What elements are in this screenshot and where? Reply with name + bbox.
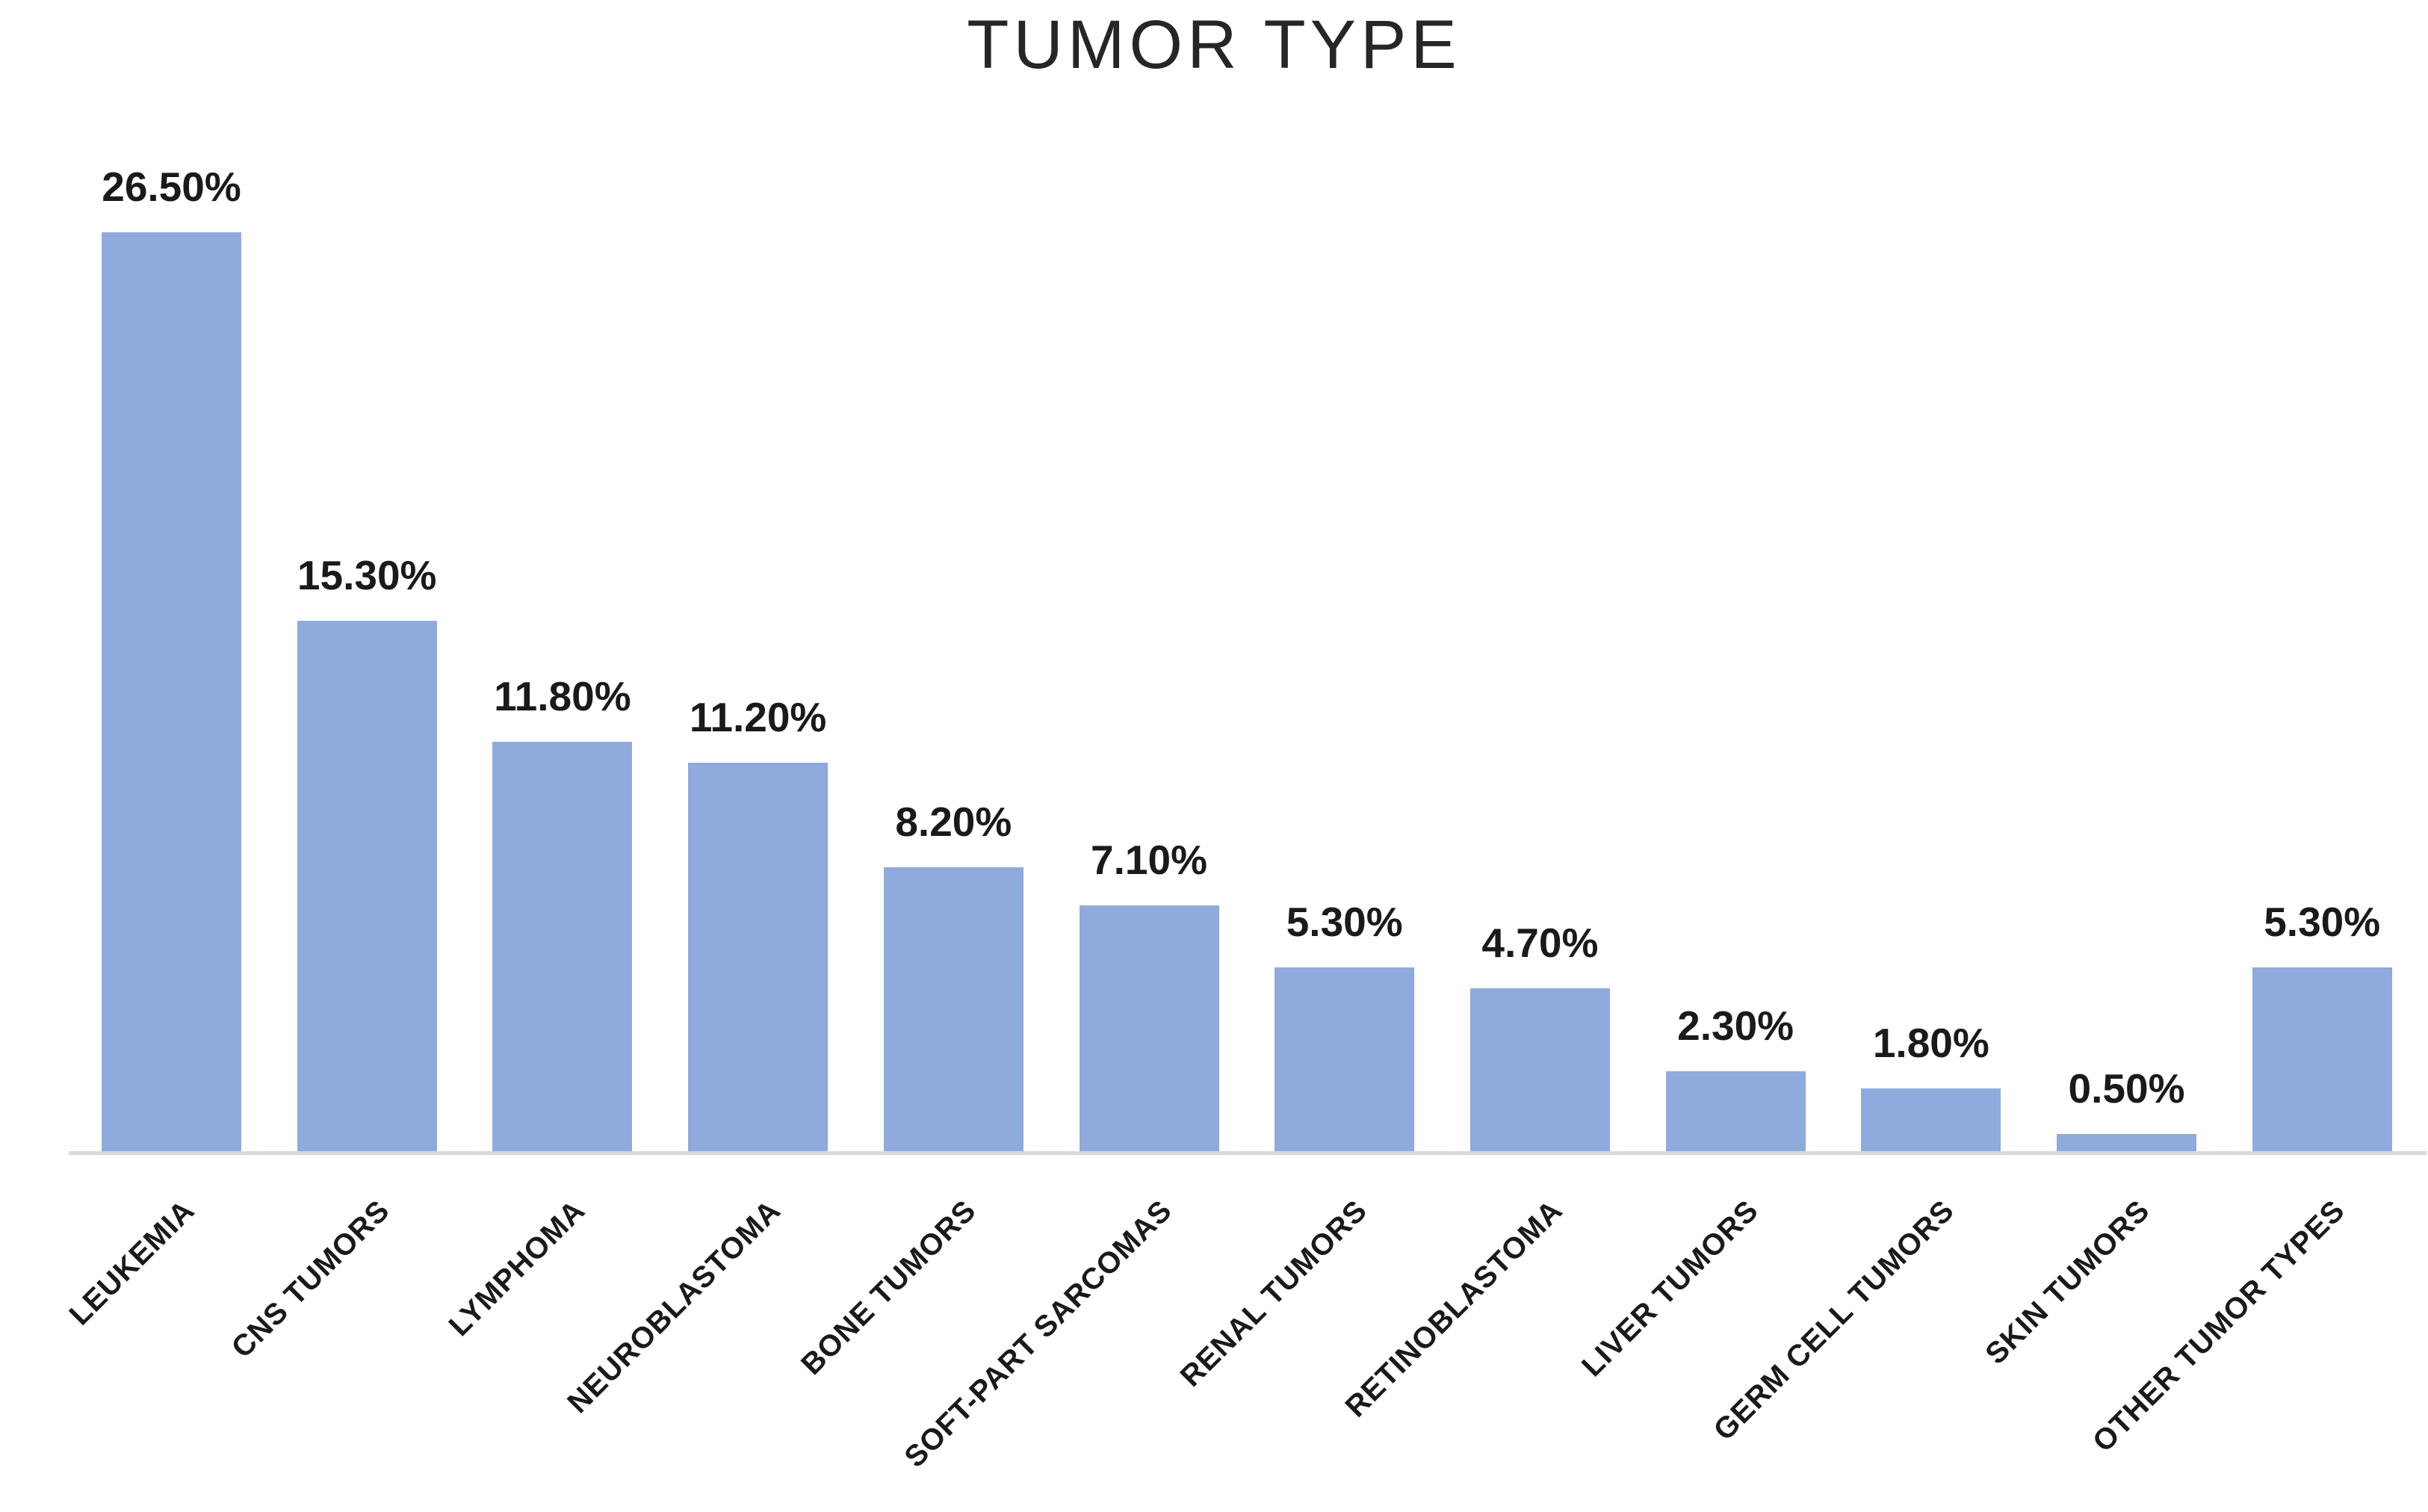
bar [2252, 967, 2392, 1151]
data-label: 11.20% [689, 694, 827, 741]
category-label: SKIN TUMORS [1978, 1194, 2156, 1371]
data-label: 1.80% [1872, 1020, 1989, 1067]
data-label: 8.20% [895, 798, 1012, 845]
data-label: 2.30% [1677, 1003, 1794, 1050]
chart-title: TUMOR TYPE [967, 7, 1461, 83]
bar [688, 763, 829, 1151]
bar [2057, 1133, 2196, 1151]
bar [1079, 905, 1219, 1151]
data-label: 0.50% [2068, 1065, 2185, 1112]
data-label: 4.70% [1481, 919, 1599, 966]
category-label: BONE TUMORS [795, 1194, 983, 1382]
bar [1665, 1071, 1806, 1151]
data-label: 5.30% [1286, 899, 1403, 946]
category-label: RETINOBLASTOMA [1339, 1194, 1570, 1424]
bar [492, 742, 633, 1151]
data-label: 11.80% [494, 673, 631, 720]
bar [1470, 988, 1610, 1151]
x-axis-line [69, 1151, 2427, 1155]
bar [1861, 1088, 2001, 1151]
category-label: RENAL TUMORS [1174, 1194, 1374, 1393]
category-label: LEUKEMIA [63, 1194, 201, 1332]
category-label: CNS TUMORS [225, 1194, 397, 1365]
category-label: NEUROBLASTOMA [561, 1194, 787, 1420]
data-label: 15.30% [297, 552, 437, 599]
category-label: LYMPHOMA [442, 1194, 592, 1343]
data-label: 5.30% [2264, 899, 2381, 946]
bar [883, 867, 1023, 1151]
category-label: LIVER TUMORS [1575, 1194, 1765, 1384]
bar [297, 621, 437, 1151]
data-label: 7.10% [1091, 836, 1207, 883]
bar [102, 232, 241, 1151]
bar [1275, 967, 1415, 1151]
data-label: 26.50% [102, 164, 241, 211]
